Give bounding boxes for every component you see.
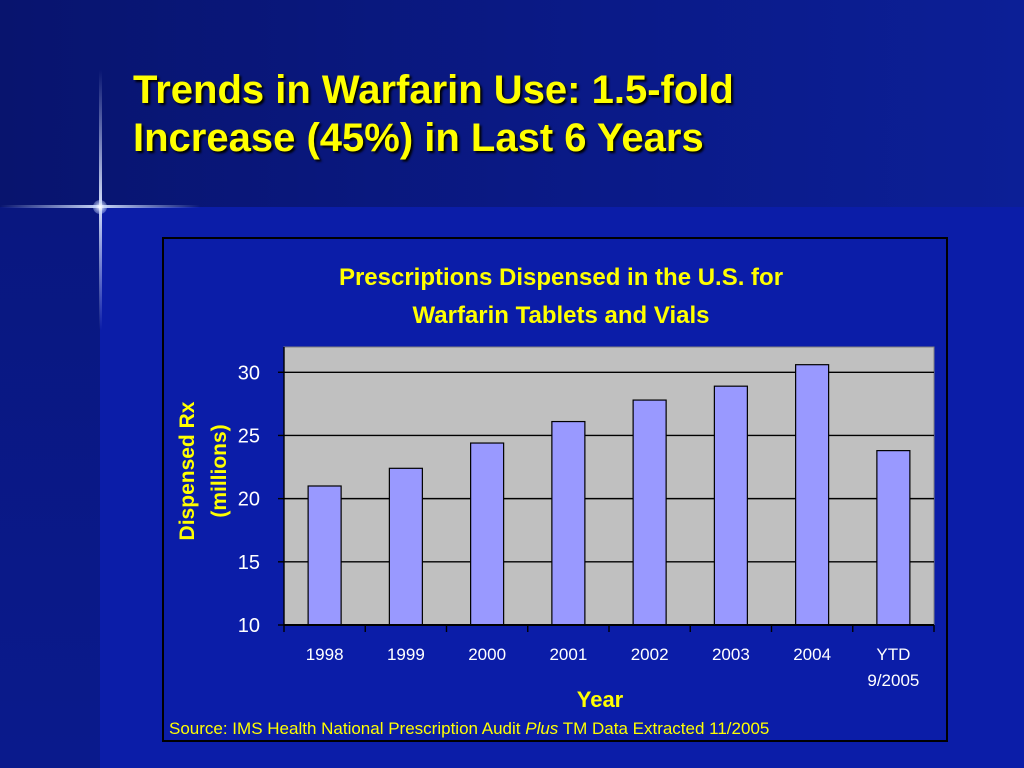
y-tick-label-25: 25 [238,425,260,447]
bar-3 [551,420,586,626]
slide-title-line-2: Increase (45%) in Last 6 Years [133,116,704,160]
bar-5 [713,385,748,626]
left-band [0,207,100,768]
x-tick-label-5: 2003 [712,645,750,664]
source-suffix: TM Data Extracted 11/2005 [558,719,769,738]
slide-title: Trends in Warfarin Use: 1.5-fold Increas… [133,66,993,162]
source-note: Source: IMS Health National Prescription… [169,719,769,738]
bar-1 [388,467,423,626]
x-tick-label-0: 1998 [306,645,344,664]
x-tick-label-1: 1999 [387,645,425,664]
bar-0 [307,485,342,626]
y-tick-label-20: 20 [238,489,260,511]
chart-frame: Prescriptions Dispensed in the U.S. for … [162,237,948,742]
bar-2 [470,442,505,626]
chart-title-line-1: Prescriptions Dispensed in the U.S. for [339,264,783,291]
chart-title-line-2: Warfarin Tablets and Vials [413,302,710,329]
x-tick-label-3: 2001 [549,645,587,664]
y-axis-label-line-2: (millions) [208,424,231,517]
bar-chart: Prescriptions Dispensed in the U.S. for … [169,264,935,738]
source-prefix: Source: IMS Health National Prescription… [169,719,525,738]
header-band [0,0,1024,207]
plot-area: 10 15 20 25 30 1998 1999 2000 2001 2002 2003 2004 YT… [238,346,935,690]
y-tick-label-10: 10 [238,615,260,637]
sparkle-star-icon [93,200,107,214]
bar-7 [876,450,911,626]
x-tick-label-6: 2004 [793,645,831,664]
y-tick-label-30: 30 [238,362,260,384]
plot-background [283,346,935,626]
x-tick-label-4: 2002 [631,645,669,664]
x-axis-label: Year [577,687,624,712]
bar-6 [795,364,830,626]
slide-title-line-1: Trends in Warfarin Use: 1.5-fold [133,68,734,112]
y-tick-label-15: 15 [238,552,260,574]
y-axis-label-line-1: Dispensed Rx [176,401,199,540]
x-tick-label-7: YTD [876,645,910,664]
source-italic: Plus [525,719,559,738]
x-tick-label-7-line-2: 9/2005 [867,671,919,690]
x-tick-label-2: 2000 [468,645,506,664]
bar-4 [632,399,667,626]
